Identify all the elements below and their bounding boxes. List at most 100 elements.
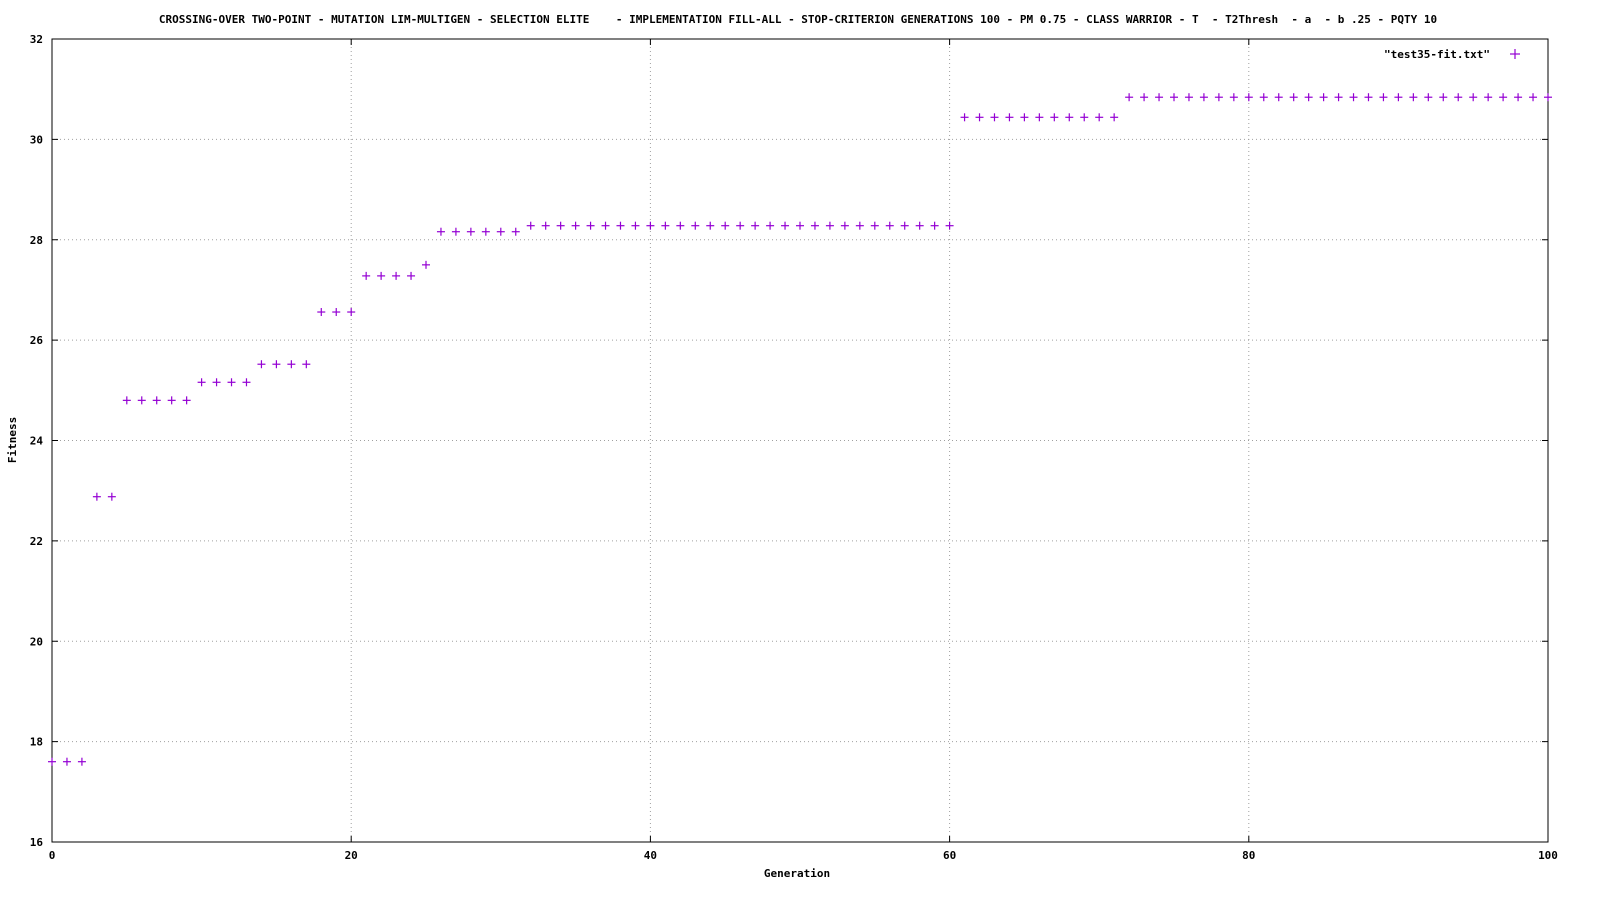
data-point — [586, 221, 595, 230]
y-tick-label: 20 — [30, 635, 43, 648]
data-point — [392, 271, 401, 280]
x-tick-label: 0 — [49, 849, 56, 862]
data-point — [810, 221, 819, 230]
data-point — [930, 221, 939, 230]
y-tick-label: 32 — [30, 33, 43, 46]
data-point — [1439, 93, 1448, 102]
data-point — [347, 308, 356, 317]
data-point — [1005, 113, 1014, 122]
data-point — [466, 227, 475, 236]
x-axis-label: Generation — [764, 867, 830, 880]
data-point — [287, 360, 296, 369]
data-point — [48, 757, 56, 766]
data-point — [1364, 93, 1373, 102]
data-point — [945, 221, 954, 230]
data-point — [1514, 93, 1523, 102]
data-point — [1349, 93, 1358, 102]
data-point — [1229, 93, 1238, 102]
data-point — [1469, 93, 1478, 102]
x-tick-label: 40 — [644, 849, 657, 862]
data-point — [1454, 93, 1463, 102]
data-point — [1110, 113, 1119, 122]
data-point — [1529, 93, 1538, 102]
data-point — [706, 221, 715, 230]
data-point — [77, 757, 86, 766]
data-point — [556, 221, 565, 230]
y-tick-label: 26 — [30, 334, 44, 347]
data-point — [167, 396, 176, 405]
data-point — [541, 221, 550, 230]
data-point — [1289, 93, 1298, 102]
data-point — [227, 378, 236, 387]
data-point — [1214, 93, 1223, 102]
data-point — [1065, 113, 1074, 122]
data-point — [766, 221, 775, 230]
data-point — [1424, 93, 1433, 102]
data-point — [721, 221, 730, 230]
data-point — [736, 221, 745, 230]
data-point — [661, 221, 670, 230]
data-point — [840, 221, 849, 230]
data-point — [915, 221, 924, 230]
data-point — [975, 113, 984, 122]
data-point — [1304, 93, 1313, 102]
data-point — [855, 221, 864, 230]
legend: "test35-fit.txt" — [1384, 48, 1520, 61]
data-point — [407, 271, 416, 280]
data-point — [1184, 93, 1193, 102]
data-point — [1155, 93, 1164, 102]
data-point — [1244, 93, 1253, 102]
data-point — [481, 227, 490, 236]
ticks-layer: 0 20 40 60 80 100 16 18 20 22 24 26 28 30 32 — [30, 33, 1558, 862]
data-point — [332, 308, 341, 317]
data-point — [1259, 93, 1268, 102]
data-point — [751, 221, 760, 230]
data-point — [1379, 93, 1388, 102]
data-point — [900, 221, 909, 230]
data-point — [302, 360, 311, 369]
data-point — [1319, 93, 1328, 102]
data-point — [1199, 93, 1208, 102]
legend-marker — [1510, 49, 1520, 59]
data-point — [631, 221, 640, 230]
points-layer — [48, 93, 1552, 766]
x-tick-label: 80 — [1242, 849, 1255, 862]
data-point — [676, 221, 685, 230]
data-point — [107, 492, 116, 501]
data-point — [990, 113, 999, 122]
data-point — [197, 378, 206, 387]
data-point — [1409, 93, 1418, 102]
data-point — [422, 260, 430, 269]
y-tick-label: 28 — [30, 234, 43, 247]
data-point — [242, 378, 251, 387]
data-point — [137, 396, 146, 405]
data-point — [1499, 93, 1508, 102]
legend-label: "test35-fit.txt" — [1384, 48, 1490, 61]
data-point — [526, 221, 535, 230]
data-point — [62, 757, 71, 766]
data-point — [1020, 113, 1029, 122]
data-point — [571, 221, 580, 230]
data-point — [960, 113, 969, 122]
y-tick-label: 30 — [30, 133, 43, 146]
data-point — [436, 227, 445, 236]
data-point — [212, 378, 221, 387]
data-point — [796, 221, 804, 230]
data-point — [451, 227, 460, 236]
data-point — [691, 221, 700, 230]
x-tick-label: 20 — [345, 849, 358, 862]
data-point — [1394, 93, 1403, 102]
y-axis-label: Fitness — [6, 417, 19, 463]
data-point — [1125, 93, 1134, 102]
data-point — [182, 396, 191, 405]
data-point — [870, 221, 879, 230]
data-point — [272, 360, 281, 369]
data-point — [1170, 93, 1178, 102]
data-point — [122, 396, 131, 405]
chart-title: CROSSING-OVER TWO-POINT - MUTATION LIM-M… — [159, 13, 1437, 26]
data-point — [317, 308, 326, 317]
data-point — [885, 221, 894, 230]
y-tick-label: 16 — [30, 836, 44, 849]
data-point — [152, 396, 161, 405]
